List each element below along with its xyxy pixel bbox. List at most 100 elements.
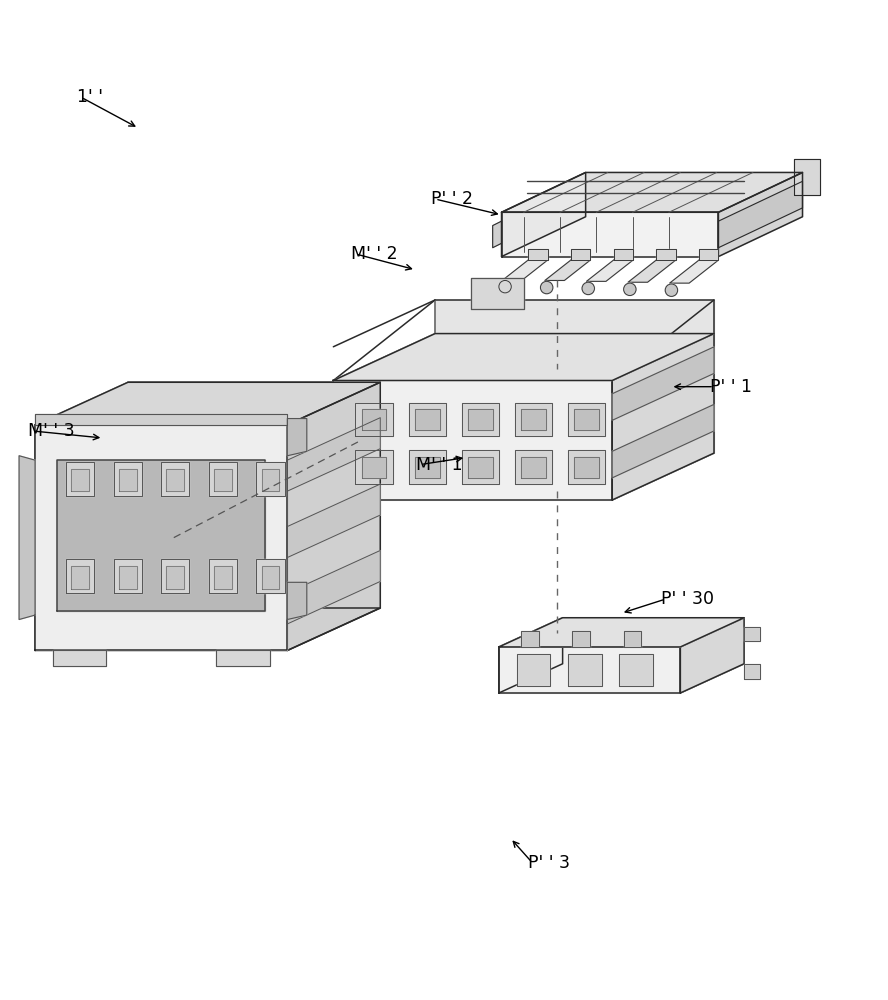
Polygon shape (214, 566, 232, 589)
Polygon shape (499, 618, 744, 647)
Polygon shape (493, 221, 502, 248)
Polygon shape (575, 457, 599, 478)
Polygon shape (568, 450, 605, 484)
Circle shape (499, 280, 511, 293)
Polygon shape (257, 462, 285, 496)
Text: P' ' 30: P' ' 30 (661, 590, 714, 608)
Polygon shape (521, 457, 546, 478)
Polygon shape (288, 382, 380, 650)
Polygon shape (288, 418, 380, 491)
Polygon shape (288, 419, 306, 456)
Polygon shape (619, 654, 653, 686)
Polygon shape (699, 249, 718, 260)
Polygon shape (166, 566, 184, 589)
Polygon shape (361, 457, 386, 478)
Polygon shape (35, 608, 380, 650)
Polygon shape (528, 249, 548, 260)
Polygon shape (502, 172, 803, 212)
Polygon shape (114, 559, 142, 593)
Polygon shape (586, 260, 633, 281)
Polygon shape (288, 484, 380, 558)
Polygon shape (166, 469, 184, 491)
Circle shape (623, 283, 636, 296)
Polygon shape (568, 654, 601, 686)
Polygon shape (718, 172, 803, 257)
Polygon shape (415, 409, 440, 430)
Polygon shape (35, 414, 288, 425)
Circle shape (582, 282, 594, 295)
Polygon shape (217, 650, 270, 666)
Polygon shape (568, 403, 605, 436)
Polygon shape (257, 559, 285, 593)
Polygon shape (408, 450, 446, 484)
Polygon shape (128, 382, 380, 608)
Text: P' ' 1: P' ' 1 (710, 378, 751, 396)
Polygon shape (161, 559, 189, 593)
Polygon shape (545, 260, 591, 280)
Polygon shape (408, 403, 446, 436)
Polygon shape (435, 300, 714, 453)
Polygon shape (499, 618, 563, 693)
Text: M' ' 1: M' ' 1 (416, 456, 463, 474)
Polygon shape (161, 462, 189, 496)
Polygon shape (499, 647, 680, 693)
Polygon shape (718, 181, 803, 248)
Text: M' ' 3: M' ' 3 (28, 422, 75, 440)
Polygon shape (361, 409, 386, 430)
Text: M' ' 2: M' ' 2 (351, 245, 398, 263)
Polygon shape (333, 334, 714, 380)
Polygon shape (521, 409, 546, 430)
Text: P' ' 3: P' ' 3 (528, 854, 570, 872)
Polygon shape (66, 559, 94, 593)
Polygon shape (573, 631, 590, 647)
Polygon shape (502, 172, 585, 257)
Polygon shape (71, 469, 89, 491)
Polygon shape (614, 249, 633, 260)
Polygon shape (355, 403, 392, 436)
Polygon shape (71, 566, 89, 589)
Polygon shape (119, 566, 137, 589)
Polygon shape (670, 260, 718, 283)
Polygon shape (209, 462, 237, 496)
Text: P' ' 2: P' ' 2 (431, 190, 472, 208)
Polygon shape (114, 462, 142, 496)
Polygon shape (20, 456, 35, 620)
Polygon shape (571, 249, 591, 260)
Polygon shape (262, 566, 280, 589)
Polygon shape (680, 618, 744, 693)
Polygon shape (35, 382, 128, 650)
Text: 1' ': 1' ' (76, 88, 103, 106)
Circle shape (665, 284, 678, 296)
Polygon shape (521, 631, 539, 647)
Polygon shape (499, 664, 744, 693)
Polygon shape (415, 457, 440, 478)
Polygon shape (628, 260, 676, 282)
Polygon shape (355, 450, 392, 484)
Polygon shape (744, 664, 760, 679)
Polygon shape (333, 453, 714, 500)
Polygon shape (468, 457, 493, 478)
Polygon shape (502, 212, 718, 257)
Polygon shape (462, 450, 499, 484)
Polygon shape (656, 249, 676, 260)
Polygon shape (612, 334, 714, 500)
Polygon shape (612, 347, 714, 420)
Polygon shape (262, 469, 280, 491)
Polygon shape (35, 382, 380, 425)
Polygon shape (471, 278, 524, 309)
Polygon shape (214, 469, 232, 491)
Polygon shape (575, 409, 599, 430)
Polygon shape (794, 159, 821, 195)
Circle shape (541, 281, 553, 294)
Polygon shape (35, 425, 288, 650)
Polygon shape (333, 380, 612, 500)
Polygon shape (744, 627, 760, 641)
Polygon shape (57, 460, 266, 611)
Polygon shape (612, 404, 714, 478)
Polygon shape (515, 450, 552, 484)
Polygon shape (517, 654, 551, 686)
Polygon shape (462, 403, 499, 436)
Polygon shape (52, 650, 106, 666)
Polygon shape (515, 403, 552, 436)
Polygon shape (468, 409, 493, 430)
